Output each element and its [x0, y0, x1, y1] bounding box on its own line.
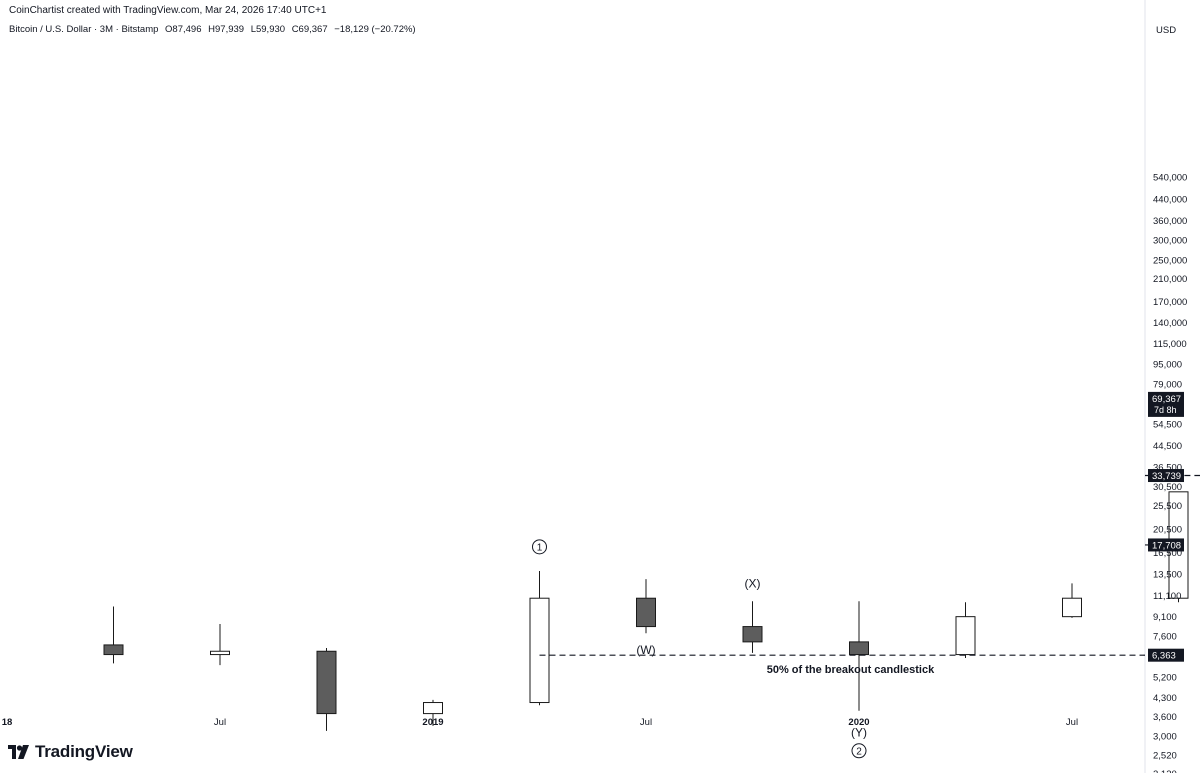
- time-tick-label: Jul: [1066, 717, 1078, 728]
- price-tick-label: 13,500: [1153, 570, 1182, 581]
- wave-label: (Y): [851, 726, 867, 740]
- price-tick-label: 210,000: [1153, 274, 1187, 285]
- symbol-name[interactable]: Bitcoin / U.S. Dollar · 3M · Bitstamp: [9, 24, 159, 35]
- candle: [955, 602, 976, 658]
- candle: [1062, 583, 1082, 618]
- level-label: 6,363: [1152, 651, 1176, 662]
- price-tick-label: 9,100: [1153, 612, 1177, 623]
- ohlc-low: L59,930: [250, 24, 286, 35]
- candle-body: [529, 597, 550, 704]
- wave-circle: [851, 743, 867, 759]
- price-tick-label: 44,500: [1153, 441, 1182, 452]
- time-axis[interactable]: 18Jul2019Jul2020Jul2021Jul2022Jul2023Jul…: [2, 717, 1200, 728]
- candle-body: [636, 597, 656, 628]
- circled-wave-label: 1: [532, 539, 547, 555]
- price-tick-label: 95,000: [1153, 360, 1182, 371]
- tradingview-logo-text: TradingView: [35, 742, 133, 761]
- price-tick-label: 3,000: [1153, 732, 1177, 743]
- level-label-bg: [1148, 538, 1184, 552]
- horizontal-lines-layer: [539, 474, 1200, 656]
- candle: [849, 601, 869, 711]
- candle-body: [849, 641, 869, 656]
- candle: [103, 606, 124, 664]
- price-axis[interactable]: 2,120 2,520 3,000 3,600 4,300 5,200 7,600 9,100…: [1153, 172, 1187, 773]
- price-tick-label: 115,000: [1153, 339, 1187, 350]
- level-label-bg: [1148, 648, 1184, 662]
- wave-circle-text: 2: [856, 746, 862, 757]
- price-tick-label: 540,000: [1153, 172, 1187, 183]
- price-tick-label: 7,600: [1153, 632, 1177, 643]
- price-tick-label: 79,000: [1153, 379, 1182, 390]
- candle: [529, 571, 550, 706]
- candle-body: [742, 626, 763, 643]
- candle-body: [423, 702, 443, 715]
- ohlc-open: O87,496: [165, 24, 202, 35]
- price-tick-label: 140,000: [1153, 318, 1187, 329]
- price-tick-label: 30,500: [1153, 482, 1182, 493]
- last-price-label-bg: [1148, 391, 1184, 417]
- price-tick-label: 2,120: [1153, 769, 1177, 773]
- price-tick-label: 5,200: [1153, 672, 1177, 683]
- time-tick-label: 2019: [422, 717, 443, 728]
- circled-wave-label: 2: [851, 743, 867, 759]
- symbol-info-bar: Bitcoin / U.S. Dollar · 3M · Bitstamp O8…: [9, 24, 420, 35]
- last-price-countdown: 7d 8h: [1154, 405, 1177, 415]
- price-tick-label: 54,500: [1153, 419, 1182, 430]
- candle-body: [316, 650, 337, 715]
- chart-credit: CoinChartist created with TradingView.co…: [9, 5, 327, 16]
- breakout-annotation: 50% of the breakout candlestick: [767, 664, 935, 676]
- time-tick-label: 2020: [848, 717, 869, 728]
- candle-body: [103, 644, 124, 656]
- price-tick-label: 36,500: [1153, 463, 1182, 474]
- ohlc-close: C69,367: [291, 24, 328, 35]
- level-label-bg: [1148, 469, 1184, 483]
- time-tick-label: 18: [2, 717, 13, 728]
- wave-circle-text: 1: [537, 542, 543, 553]
- wave-label: (X): [745, 576, 761, 590]
- time-tick-label: Jul: [640, 717, 652, 728]
- wave-circle: [532, 539, 547, 555]
- price-tick-label: 360,000: [1153, 216, 1187, 227]
- candle: [423, 699, 443, 726]
- ohlc-change: −18,129 (−20.72%): [334, 24, 416, 35]
- price-tick-label: 4,300: [1153, 693, 1177, 704]
- wave-label: (W): [636, 643, 655, 657]
- candle: [316, 648, 337, 731]
- tradingview-logo-icon: [8, 745, 29, 759]
- price-tick-label: 16,500: [1153, 548, 1182, 559]
- time-tick-label: Jul: [214, 717, 226, 728]
- price-tick-label: 3,600: [1153, 712, 1177, 723]
- price-tick-label: 300,000: [1153, 236, 1187, 247]
- price-tick-label: 2,520: [1153, 750, 1177, 761]
- candles-layer: [103, 491, 1189, 731]
- price-tick-label: 11,100: [1153, 591, 1181, 602]
- price-tick-label: 250,000: [1153, 255, 1187, 266]
- annotations-layer: 50% of the breakout candlestick50% of th…: [532, 539, 935, 759]
- level-label: 33,739: [1152, 471, 1181, 482]
- candle-body: [955, 616, 976, 656]
- last-price-label: 69,367: [1152, 394, 1181, 405]
- price-tick-label: 440,000: [1153, 194, 1187, 205]
- candle: [742, 601, 763, 653]
- ohlc-high: H97,939: [208, 24, 245, 35]
- price-tick-label: 170,000: [1153, 297, 1187, 308]
- level-label: 17,708: [1152, 540, 1181, 551]
- candle-body: [1062, 597, 1082, 618]
- price-tick-label: 25,500: [1153, 501, 1182, 512]
- candle-body: [210, 650, 230, 656]
- candle: [210, 624, 230, 666]
- tradingview-logo[interactable]: TradingView: [8, 742, 133, 762]
- price-tick-label: 20,500: [1153, 525, 1182, 536]
- price-axis-currency: USD: [1156, 25, 1176, 36]
- candle: [636, 579, 656, 634]
